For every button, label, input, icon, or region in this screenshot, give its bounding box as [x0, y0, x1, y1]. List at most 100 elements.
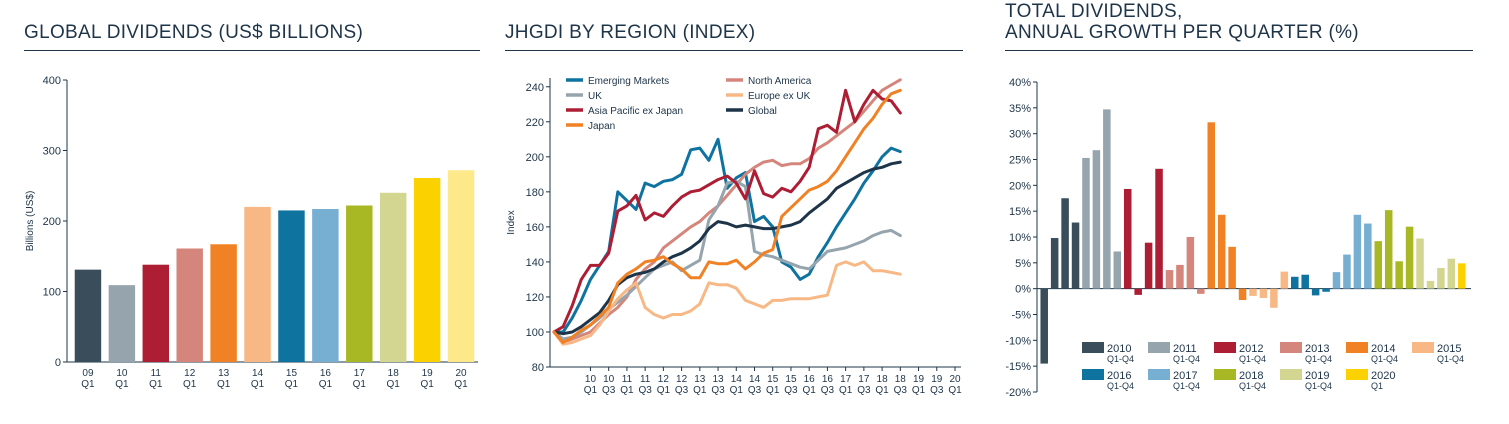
- bar: [1259, 288, 1268, 298]
- title-rule: [1005, 50, 1473, 51]
- bar: [1144, 242, 1153, 289]
- legend-label: North America: [748, 76, 812, 87]
- x-tick-label-quarter: Q1: [353, 379, 367, 390]
- x-tick-label-quarter: Q3: [711, 385, 725, 396]
- y-tick-label: 10%: [1009, 232, 1031, 244]
- bar: [1103, 109, 1111, 289]
- y-tick-label: -10%: [1005, 335, 1031, 347]
- x-tick-label-year: 19: [931, 374, 943, 385]
- x-tick-label-quarter: Q3: [784, 385, 798, 396]
- bar: [1238, 288, 1247, 301]
- bar: [1343, 254, 1351, 289]
- series-line: [552, 78, 902, 344]
- x-tick-label-quarter: Q1: [149, 379, 163, 390]
- y-tick-label: 0%: [1015, 284, 1031, 296]
- legend-label: 2014: [1371, 343, 1395, 355]
- legend-swatch: [1412, 342, 1434, 353]
- legend-swatch: [1082, 342, 1104, 353]
- x-tick-label-quarter: Q1: [251, 379, 265, 390]
- bar: [1290, 276, 1299, 289]
- y-tick-label: 220: [526, 117, 544, 129]
- x-tick-label-year: 10: [116, 368, 128, 379]
- bar: [379, 192, 407, 362]
- x-tick-label-year: 10: [603, 374, 615, 385]
- legend-sublabel: Q1-Q4: [1371, 354, 1398, 364]
- bar: [1395, 261, 1403, 289]
- chart-title-line-2: ANNUAL GROWTH PER QUARTER (%): [1005, 22, 1359, 43]
- legend-label: Europe ex UK: [748, 91, 811, 102]
- y-tick-label: 20%: [1009, 180, 1031, 192]
- x-tick-label-year: 16: [822, 374, 834, 385]
- y-axis-title: Index: [506, 210, 517, 234]
- bar: [1322, 288, 1330, 292]
- legend-sublabel: Q1-Q4: [1305, 354, 1332, 364]
- bar: [1092, 150, 1101, 289]
- bar: [1134, 288, 1142, 295]
- y-tick-label: 100: [526, 327, 544, 339]
- x-tick-label-year: 18: [877, 374, 889, 385]
- series-line: [552, 88, 902, 344]
- x-tick-label-year: 16: [804, 374, 816, 385]
- x-tick-label-year: 12: [658, 374, 670, 385]
- y-axis-title: Billions (US$): [25, 191, 36, 252]
- legend-swatch: [1214, 342, 1236, 353]
- y-tick-label: -5%: [1011, 310, 1031, 322]
- x-tick-label-quarter: Q1: [912, 385, 926, 396]
- x-tick-label-quarter: Q1: [657, 385, 671, 396]
- bar: [1176, 264, 1184, 289]
- bar: [1301, 274, 1309, 289]
- y-tick-label: 100: [43, 287, 61, 299]
- legend-label: Asia Pacific ex Japan: [588, 106, 683, 117]
- legend-label: 2017: [1173, 370, 1197, 382]
- legend-swatch: [1148, 342, 1170, 353]
- y-tick-label: -20%: [1005, 387, 1031, 399]
- x-tick-label-year: 12: [184, 368, 196, 379]
- bar: [312, 209, 339, 362]
- title-rule: [24, 50, 480, 51]
- legend-sublabel: Q1-Q4: [1239, 381, 1266, 391]
- x-tick-label-quarter: Q3: [675, 385, 689, 396]
- bar: [1374, 241, 1383, 289]
- chart-title: GLOBAL DIVIDENDS (US$ BILLIONS): [24, 22, 364, 43]
- legend-label: 2012: [1239, 343, 1263, 355]
- x-tick-label-quarter: Q1: [183, 379, 197, 390]
- x-tick-label-year: 10: [585, 374, 597, 385]
- x-tick-label-quarter: Q1: [766, 385, 780, 396]
- jhgdi-region-chart: 80100120140160180200220240Index10Q110Q31…: [506, 76, 962, 396]
- y-tick-label: 30%: [1009, 129, 1031, 141]
- x-tick-label-year: 19: [422, 368, 434, 379]
- bar: [1280, 271, 1289, 289]
- x-tick-label-year: 15: [785, 374, 797, 385]
- x-tick-label-year: 11: [151, 368, 162, 379]
- legend-sublabel: Q1-Q4: [1239, 354, 1266, 364]
- bar: [1249, 288, 1257, 296]
- x-tick-label-year: 14: [749, 374, 761, 385]
- bar: [176, 248, 203, 362]
- y-tick-label: -15%: [1005, 361, 1031, 373]
- legend-swatch: [1280, 369, 1302, 380]
- legend-label: 2010: [1107, 343, 1131, 355]
- x-tick-label-quarter: Q1: [839, 385, 853, 396]
- legend-swatch: [1148, 369, 1170, 380]
- bar: [210, 244, 237, 362]
- bar: [1437, 268, 1445, 289]
- x-tick-label-year: 19: [913, 374, 925, 385]
- legend-label: 2016: [1107, 370, 1131, 382]
- bar: [1040, 288, 1048, 364]
- series-line: [552, 88, 902, 334]
- x-tick-label-quarter: Q1: [730, 385, 744, 396]
- y-tick-label: 140: [526, 257, 544, 269]
- x-tick-label-quarter: Q1: [285, 379, 299, 390]
- bar: [1364, 223, 1372, 289]
- legend-label: Japan: [588, 121, 615, 132]
- legend-label: 2018: [1239, 370, 1263, 382]
- x-tick-label-year: 09: [82, 368, 94, 379]
- chart-panel-jhgdi-region: JHGDI BY REGION (INDEX) 80 100 120 140 160 18…: [505, 0, 963, 424]
- x-tick-label-quarter: Q3: [821, 385, 835, 396]
- legend-label: Emerging Markets: [588, 76, 669, 87]
- bar: [1458, 263, 1466, 289]
- legend-swatch: [1214, 369, 1236, 380]
- bar: [1050, 238, 1059, 289]
- bar: [1332, 272, 1341, 289]
- y-tick-label: 200: [43, 216, 61, 228]
